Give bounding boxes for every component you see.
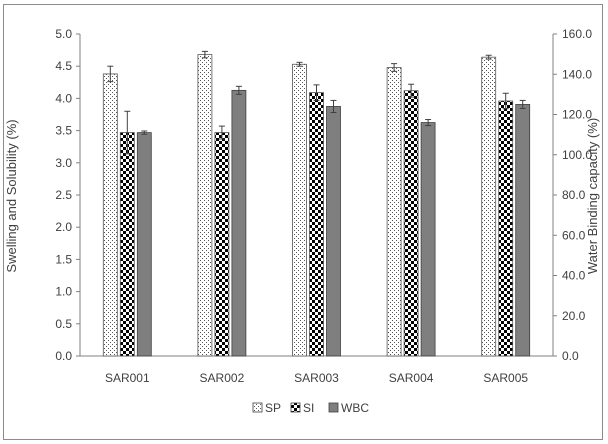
y-tick-label-left: 2.5 <box>55 188 72 202</box>
x-tick-label: SAR004 <box>389 371 434 385</box>
bar-si-sar001 <box>119 132 135 357</box>
bar-sp-sar003 <box>292 63 307 357</box>
y-tick-label-right: 100.0 <box>562 148 592 162</box>
y-tick-label-left: 0.5 <box>55 317 72 331</box>
y-tick-label-left: 1.5 <box>55 252 72 266</box>
labels-group: 0.0 0.5 1.0 1.5 2.0 2.5 3.0 3.5 4.0 4.5 5.0 0.0 20.0… <box>55 27 592 385</box>
legend-label-sp: SP <box>265 401 281 415</box>
x-tick-label: SAR002 <box>200 371 245 385</box>
y-axis-title-left: Swelling and Solubility (%) <box>4 119 19 272</box>
bar-sp-sar004 <box>386 67 402 357</box>
y-tick-label-right: 120.0 <box>562 108 592 122</box>
y-tick-label-right: 80.0 <box>562 188 586 202</box>
bar-si-sar004 <box>403 90 419 357</box>
y-tick-label-left: 3.0 <box>55 156 72 170</box>
bar-sp-sar002 <box>197 54 213 357</box>
bar-wbc-sar003 <box>326 106 341 357</box>
bar-wbc-sar002 <box>231 89 247 357</box>
y-tick-label-left: 5.0 <box>55 27 72 41</box>
legend-swatch-wbc <box>328 402 339 413</box>
x-tick-label: SAR003 <box>294 371 339 385</box>
x-tick-label: SAR005 <box>483 371 528 385</box>
legend-label-wbc: WBC <box>341 401 369 415</box>
legend-swatch-sp <box>252 402 263 413</box>
y-tick-label-left: 4.0 <box>55 91 72 105</box>
bar-si-sar002 <box>214 132 230 357</box>
bar-wbc-sar004 <box>420 122 436 357</box>
y-tick-label-right: 40.0 <box>562 269 586 283</box>
y-tick-label-left: 4.5 <box>55 59 72 73</box>
bars-group <box>102 50 531 357</box>
y-tick-label-right: 0.0 <box>562 349 579 363</box>
bar-wbc-sar001 <box>136 132 152 357</box>
y-tick-label-left: 1.0 <box>55 285 72 299</box>
bar-si-sar003 <box>309 92 324 357</box>
legend-label-si: SI <box>303 401 314 415</box>
y-tick-label-left: 2.0 <box>55 220 72 234</box>
y-tick-label-right: 160.0 <box>562 27 592 41</box>
bar-wbc-sar005 <box>515 104 531 357</box>
y-tick-label-right: 60.0 <box>562 228 586 242</box>
bar-sp-sar001 <box>102 73 118 357</box>
x-tick-label: SAR001 <box>105 371 150 385</box>
y-tick-label-right: 20.0 <box>562 309 586 323</box>
y-tick-label-right: 140.0 <box>562 67 592 81</box>
y-axis-title-right: Water Binding capacity (%) <box>585 118 600 274</box>
legend: SP SI WBC <box>252 401 369 415</box>
bar-si-sar005 <box>498 100 514 357</box>
y-tick-label-left: 3.5 <box>55 124 72 138</box>
y-tick-label-left: 0.0 <box>55 349 72 363</box>
legend-swatch-si <box>290 402 301 413</box>
bar-sp-sar005 <box>481 56 497 357</box>
